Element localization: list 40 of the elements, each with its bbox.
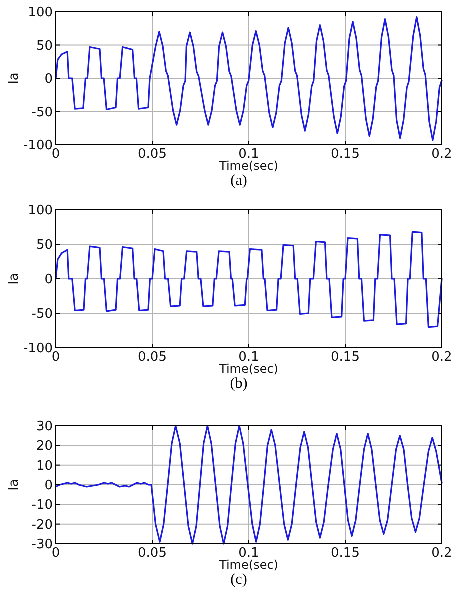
x-tick-label: 0.05 [138, 350, 167, 365]
line-series [55, 16, 443, 142]
x-tick-label: 0.1 [238, 147, 260, 162]
x-tick-label: 0.1 [238, 546, 260, 561]
y-tick-label: -50 [32, 307, 53, 322]
y-tick-label: -50 [32, 105, 53, 120]
x-axis-title: Time(sec) [218, 159, 278, 173]
y-tick-label: -100 [23, 138, 53, 154]
y-tick-label: 0 [44, 478, 53, 494]
y-tick-label: 100 [28, 6, 53, 21]
text: (b) [230, 376, 248, 392]
y-tick-label: -20 [32, 518, 53, 533]
x-tick-label: 0.2 [432, 350, 452, 365]
x-tick-label: 0.05 [138, 147, 167, 162]
x-tick-label: 0.2 [432, 147, 452, 162]
x-axis-title: Time(sec) [218, 558, 278, 572]
y-tick-label: 100 [28, 204, 53, 219]
y-axis-title: Ia [7, 273, 22, 285]
x-tick-label: 0.1 [238, 350, 260, 365]
x-axis-title: Time(sec) [218, 362, 278, 376]
x-tick-label: 0.2 [432, 546, 452, 561]
y-tick-label: -100 [23, 342, 53, 357]
y-tick-label: 20 [36, 439, 53, 454]
y-tick-label: 0 [44, 72, 53, 88]
text: (c) [230, 572, 248, 588]
y-tick-label: 10 [36, 458, 53, 474]
y-tick-label: 30 [36, 420, 53, 435]
y-tick-label: -10 [32, 498, 53, 514]
x-tick-label: 0.15 [331, 546, 360, 561]
y-tick-label: 50 [36, 238, 53, 254]
y-axis-title: Ia [7, 479, 22, 491]
line-series [55, 231, 443, 328]
y-tick-label: 0 [44, 272, 53, 288]
y-tick-label: 50 [36, 38, 53, 54]
text: (a) [230, 173, 248, 189]
x-tick-label: 0.15 [331, 147, 360, 162]
y-tick-label: -30 [32, 538, 53, 553]
y-axis-title: Ia [7, 72, 22, 84]
x-tick-label: 0.05 [138, 546, 167, 561]
x-tick-label: 0.15 [331, 350, 360, 365]
